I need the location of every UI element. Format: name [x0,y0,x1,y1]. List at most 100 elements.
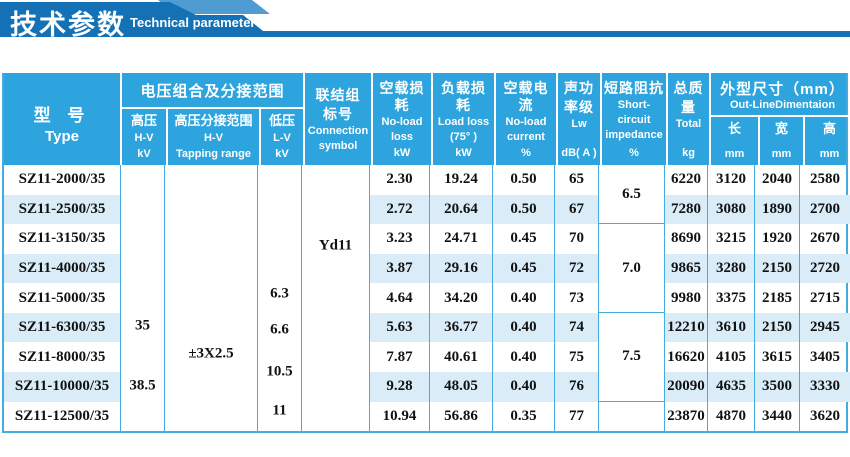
cell-type-row4: SZ11-4000/35 [4,253,120,284]
header-total-zh1: 总质 [673,80,704,96]
header-dim-height-zh: 高 [822,121,836,136]
header-tapping-zh: 高压分接范围 [174,113,253,128]
cell-w-row7: 3615 [762,348,792,365]
cell-lw-row2: 67 [555,194,598,225]
header-connection-zh2: 标号 [323,106,353,122]
technical-parameter-table: 型 号 Type 电压组合及分接范围 高压 H-V kV 高压分接范围 H-V … [2,73,850,433]
cell-no_load_current-row2: 0.50 [493,194,554,225]
header-no-load-current-unit: % [521,147,531,159]
header-connection-en2: symbol [318,140,358,152]
cell-no_load_loss-row9: 10.94 [382,407,417,424]
cell-load_loss-row9: 56.86 [444,407,478,424]
connection-symbol-value: Yd11 [318,237,353,254]
cell-lw-row4: 72 [555,253,598,284]
cell-lw-row7: 75 [569,348,584,365]
cell-type-row1: SZ11-2000/35 [18,171,106,188]
header-sound-en: Lw [571,118,587,130]
cell-no_load_current-row8: 0.40 [493,371,554,402]
cell-no_load_loss-row6: 5.63 [370,312,429,343]
header-short-circuit-impedance: 短路阻抗 Short- circuit impedance % [600,73,666,165]
header-type-en: Type [45,128,79,145]
header-dims-zh: 外型尺寸（mm） [720,80,845,98]
header-hv-zh: 高压 [130,113,157,128]
cell-h-row6: 2945 [800,312,850,343]
header-type-zh: 型 号 [33,106,91,125]
cell-w-row5: 2185 [762,289,792,306]
column-length: 3120 3080 3215 3280 3375 3610 4105 4635 4870 [707,165,754,431]
cell-no_load_current-row1: 0.50 [510,171,537,188]
column-height: 2580 2700 2670 2720 2715 2945 3405 3330 3620 [799,165,850,431]
cell-no_load_current-row9: 0.35 [510,407,537,424]
header-lv-en: L-V [273,132,291,144]
cell-lw-row8: 76 [555,371,598,402]
cell-l-row5: 3375 [716,289,746,306]
header-sound-unit: dB( A ) [561,147,597,159]
cell-load_loss-row4: 29.16 [430,253,492,284]
cell-h-row4: 2720 [800,253,850,284]
cell-load_loss-row2: 20.64 [430,194,492,225]
cell-no_load_loss-row4: 3.87 [370,253,429,284]
header-hv-unit: kV [137,148,151,160]
header-dims-en: Out-LineDimentaion [729,98,836,111]
cell-h-row5: 2715 [810,289,840,306]
header-impedance-en2: circuit [617,114,651,126]
header-load-loss-en1: Load loss [437,116,490,128]
header-dim-length-zh: 长 [727,121,741,136]
cell-lw-row1: 65 [569,171,584,188]
header-no-load-current: 空载电流 No-load current % [494,73,556,165]
cell-type-row3: SZ11-3150/35 [18,230,106,247]
lv-value-3: 10.5 [266,363,293,380]
header-voltage-group-title: 电压组合及分接范围 [122,73,303,109]
header-dimensions-group-title: 外型尺寸（mm） Out-LineDimentaion [711,73,850,117]
cell-total-row8: 20090 [665,371,707,402]
impedance-section-1: 6.5 [599,165,664,225]
header-voltage-subrow: 高压 H-V kV 高压分接范围 H-V Tapping range 低压 L-… [122,109,303,165]
header-connection-en1: Connection [307,125,369,137]
cell-total-row9: 23870 [667,407,705,424]
cell-h-row2: 2700 [800,194,850,225]
cell-type-row7: SZ11-8000/35 [18,348,106,365]
hv-value-35: 35 [135,317,150,334]
table-header: 型 号 Type 电压组合及分接范围 高压 H-V kV 高压分接范围 H-V … [4,73,850,165]
column-connection-merged: Yd11 [301,165,369,431]
header-total-unit: kg [682,147,695,159]
header-no-load-current-en2: current [507,131,545,143]
cell-total-row4: 9865 [665,253,707,284]
header-dim-length-unit: mm [724,148,745,160]
cell-type-row8: SZ11-10000/35 [4,371,120,402]
header-type: 型 号 Type [4,73,120,165]
header-no-load-loss-zh: 空载损耗 [379,80,425,113]
cell-l-row2: 3080 [708,194,754,225]
column-hv-merged: 35 38.5 [120,165,164,431]
column-tapping-merged: ±3X2.5 [164,165,257,431]
header-total-mass: 总质 量 Total kg [666,73,709,165]
header-no-load-current-en1: No-load [505,116,547,128]
cell-w-row9: 3440 [762,407,792,424]
cell-total-row3: 8690 [671,230,701,247]
page-title: 技术参数 [10,10,126,40]
column-no-load-loss: 2.30 2.72 3.23 3.87 4.64 5.63 7.87 9.28 10.94 [369,165,429,431]
lv-value-1: 6.3 [270,285,289,302]
cell-h-row8: 3330 [800,371,850,402]
cell-load_loss-row8: 48.05 [430,371,492,402]
cell-l-row8: 4635 [708,371,754,402]
header-no-load-loss-en1: No-load [381,116,423,128]
tapping-range-value: ±3X2.5 [188,345,234,362]
header-tapping-en2: Tapping range [176,148,251,160]
header-lv-unit: kV [275,148,289,160]
cell-lw-row5: 73 [569,289,584,306]
cell-no_load_current-row3: 0.45 [510,230,537,247]
cell-l-row3: 3215 [716,230,746,247]
header-dimensions-group: 外型尺寸（mm） Out-LineDimentaion 长 mm 宽 mm 高 … [709,73,850,165]
lv-value-4: 11 [272,402,287,419]
header-voltage-group: 电压组合及分接范围 高压 H-V kV 高压分接范围 H-V Tapping r… [120,73,303,165]
cell-l-row1: 3120 [716,171,746,188]
header-sound-zh2: 率级 [564,99,594,115]
cell-type-row6: SZ11-6300/35 [4,312,120,343]
column-type: SZ11-2000/35 SZ11-2500/35 SZ11-3150/35 SZ11… [4,165,120,431]
cell-no_load_current-row6: 0.40 [493,312,554,343]
header-dim-length: 长 mm [711,117,758,165]
header-total-zh2: 量 [681,99,696,115]
header-hv: 高压 H-V kV [122,109,166,165]
cell-w-row8: 3500 [755,371,799,402]
